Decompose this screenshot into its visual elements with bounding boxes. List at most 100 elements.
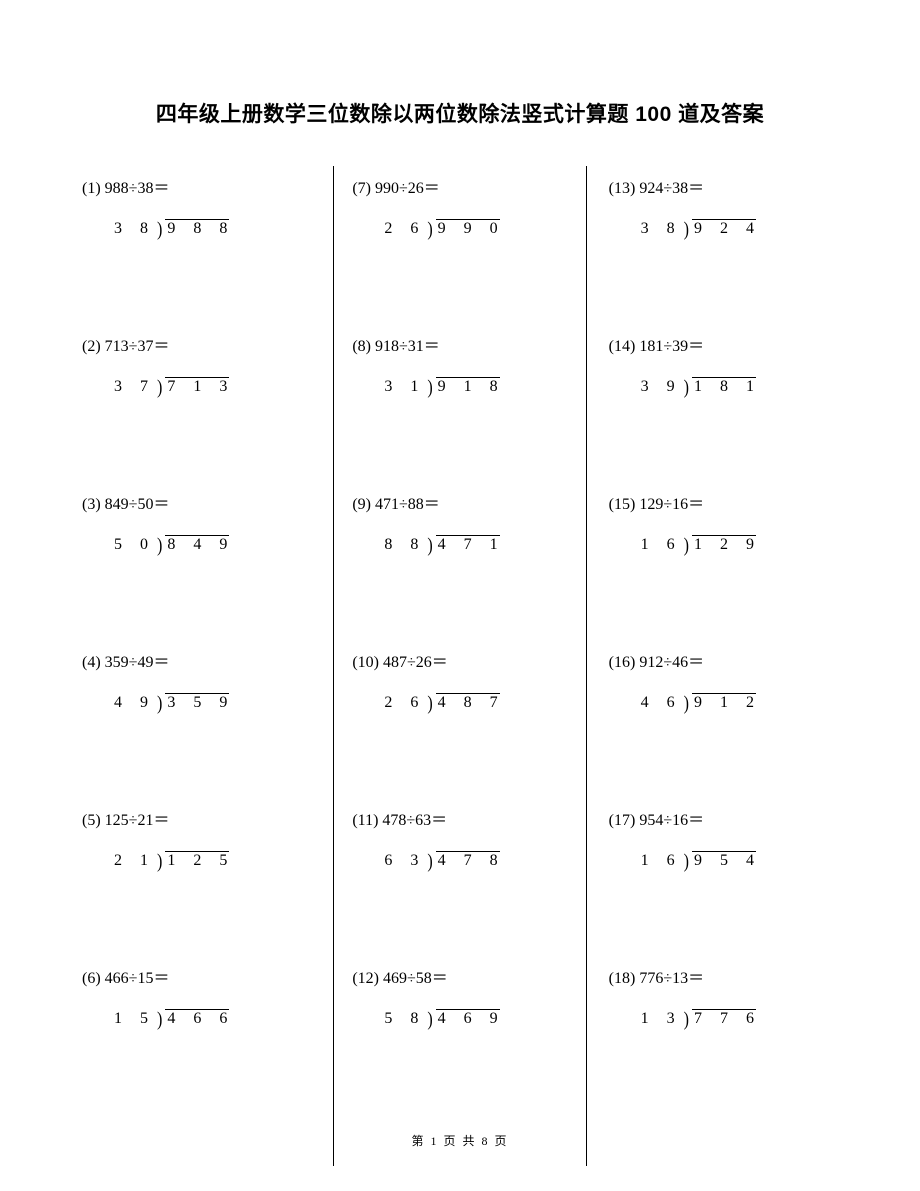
division-bracket: ) (157, 219, 165, 242)
column-2: (7) 990÷26＝ 2 6)9 9 0 (8) 918÷31＝ 3 1)9 … (334, 166, 586, 1166)
dividend-wrap: 4 8 7 (436, 694, 505, 712)
vinculum (692, 219, 756, 220)
divisor: 6 3 (384, 852, 427, 870)
long-division: 3 8)9 8 8 (114, 220, 234, 238)
vinculum (436, 851, 500, 852)
problem: (18) 776÷13＝ 1 3)7 7 6 (587, 956, 838, 1114)
division-bracket: ) (157, 377, 165, 400)
problem-number: (3) (82, 496, 101, 513)
vinculum (692, 693, 756, 694)
dividend: 9 8 8 (165, 220, 234, 237)
dividend-wrap: 4 7 1 (436, 536, 505, 554)
equation: (16) 912÷46＝ (609, 648, 838, 672)
problem: (12) 469÷58＝ 5 8)4 6 9 (334, 956, 585, 1114)
problem-number: (12) (352, 970, 379, 987)
long-division: 5 8)4 6 9 (384, 1010, 504, 1028)
equation: (7) 990÷26＝ (352, 174, 585, 198)
problem-number: (18) (609, 970, 636, 987)
divisor: 5 0 (114, 536, 157, 554)
problem: (8) 918÷31＝ 3 1)9 1 8 (334, 324, 585, 482)
problem: (17) 954÷16＝ 1 6)9 5 4 (587, 798, 838, 956)
dividend: 1 2 5 (165, 852, 234, 869)
dividend: 4 8 7 (436, 694, 505, 711)
problem: (2) 713÷37＝ 3 7)7 1 3 (82, 324, 333, 482)
long-division: 3 8)9 2 4 (641, 220, 761, 238)
dividend: 8 4 9 (165, 536, 234, 553)
equation: (2) 713÷37＝ (82, 332, 333, 356)
problem: (3) 849÷50＝ 5 0)8 4 9 (82, 482, 333, 640)
division-bracket: ) (157, 1009, 165, 1032)
equation: (3) 849÷50＝ (82, 490, 333, 514)
dividend: 9 1 8 (436, 378, 505, 395)
problem-number: (13) (609, 180, 636, 197)
equation-text: 125÷21＝ (105, 812, 170, 829)
problem-number: (11) (352, 812, 378, 829)
vinculum (165, 851, 229, 852)
equation-text: 988÷38＝ (105, 180, 170, 197)
vinculum (692, 377, 756, 378)
equation: (4) 359÷49＝ (82, 648, 333, 672)
vinculum (692, 1009, 756, 1010)
equation-text: 713÷37＝ (105, 338, 170, 355)
divisor: 4 6 (641, 694, 684, 712)
vinculum (165, 219, 229, 220)
dividend-wrap: 9 1 2 (692, 694, 761, 712)
divisor: 5 8 (384, 1010, 427, 1028)
long-division: 2 1)1 2 5 (114, 852, 234, 870)
equation-text: 776÷13＝ (639, 970, 704, 987)
long-division: 3 9)1 8 1 (641, 378, 761, 396)
equation: (8) 918÷31＝ (352, 332, 585, 356)
dividend: 4 7 1 (436, 536, 505, 553)
equation-text: 990÷26＝ (375, 180, 440, 197)
long-division: 1 5)4 6 6 (114, 1010, 234, 1028)
problem-number: (8) (352, 338, 371, 355)
problem: (10) 487÷26＝ 2 6)4 8 7 (334, 640, 585, 798)
division-bracket: ) (427, 851, 435, 874)
problem: (14) 181÷39＝ 3 9)1 8 1 (587, 324, 838, 482)
dividend: 4 7 8 (436, 852, 505, 869)
equation: (17) 954÷16＝ (609, 806, 838, 830)
divisor: 2 6 (384, 694, 427, 712)
vinculum (165, 693, 229, 694)
vinculum (436, 535, 500, 536)
vinculum (692, 535, 756, 536)
division-bracket: ) (427, 219, 435, 242)
problem: (6) 466÷15＝ 1 5)4 6 6 (82, 956, 333, 1114)
equation: (11) 478÷63＝ (352, 806, 585, 830)
equation: (18) 776÷13＝ (609, 964, 838, 988)
vinculum (436, 1009, 500, 1010)
problem-number: (6) (82, 970, 101, 987)
division-bracket: ) (157, 851, 165, 874)
equation: (13) 924÷38＝ (609, 174, 838, 198)
long-division: 2 6)4 8 7 (384, 694, 504, 712)
division-bracket: ) (427, 1009, 435, 1032)
problem-number: (9) (352, 496, 371, 513)
problem-number: (10) (352, 654, 379, 671)
long-division: 4 6)9 1 2 (641, 694, 761, 712)
problem-number: (7) (352, 180, 371, 197)
long-division: 6 3)4 7 8 (384, 852, 504, 870)
dividend: 9 9 0 (436, 220, 505, 237)
dividend-wrap: 9 1 8 (436, 378, 505, 396)
equation: (1) 988÷38＝ (82, 174, 333, 198)
dividend-wrap: 9 9 0 (436, 220, 505, 238)
equation-text: 912÷46＝ (639, 654, 704, 671)
equation: (5) 125÷21＝ (82, 806, 333, 830)
problem: (13) 924÷38＝ 3 8)9 2 4 (587, 166, 838, 324)
long-division: 1 6)1 2 9 (641, 536, 761, 554)
footer-suffix: 页 (490, 1134, 509, 1148)
equation-text: 359÷49＝ (105, 654, 170, 671)
footer-total: 8 (482, 1134, 490, 1148)
vinculum (436, 219, 500, 220)
division-bracket: ) (157, 693, 165, 716)
equation: (10) 487÷26＝ (352, 648, 585, 672)
division-bracket: ) (157, 535, 165, 558)
long-division: 5 0)8 4 9 (114, 536, 234, 554)
division-bracket: ) (684, 1009, 692, 1032)
equation-text: 849÷50＝ (105, 496, 170, 513)
division-bracket: ) (684, 535, 692, 558)
dividend-wrap: 1 2 5 (165, 852, 234, 870)
problem: (1) 988÷38＝ 3 8)9 8 8 (82, 166, 333, 324)
problem-columns: (1) 988÷38＝ 3 8)9 8 8 (2) 713÷37＝ 3 7)7 … (82, 166, 838, 1166)
division-bracket: ) (427, 693, 435, 716)
